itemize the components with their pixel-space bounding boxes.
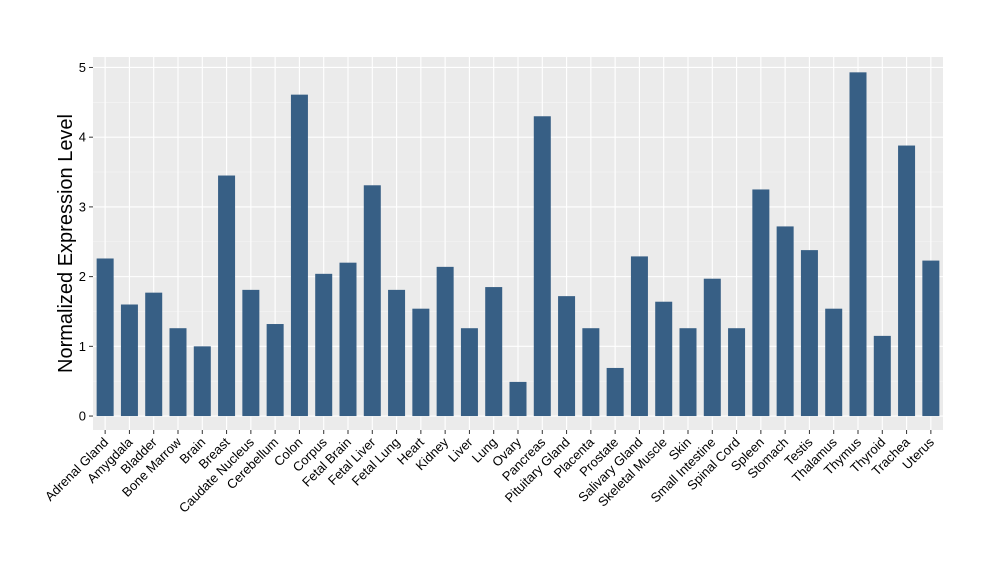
bar-prostate <box>606 367 624 417</box>
bar-caudate-nucleus <box>242 289 260 417</box>
y-tick-label: 2 <box>79 269 86 284</box>
bar-colon <box>290 94 308 417</box>
bar-kidney <box>436 266 454 417</box>
y-tick-label: 1 <box>79 339 86 354</box>
bar-trachea <box>898 145 916 417</box>
bar-skeletal-muscle <box>655 301 673 417</box>
bar-heart <box>412 308 430 417</box>
bar-testis <box>800 250 818 417</box>
bar-thyroid <box>873 335 891 417</box>
y-tick-label: 5 <box>79 60 86 75</box>
bar-corpus <box>315 273 333 417</box>
bar-pituitary-gland <box>558 296 576 417</box>
bar-breast <box>218 175 236 417</box>
bar-fetal-brain <box>339 262 357 417</box>
bar-stomach <box>776 226 794 417</box>
bar-fetal-lung <box>388 289 406 417</box>
bar-bone-marrow <box>169 328 187 417</box>
bar-pancreas <box>533 116 551 417</box>
bar-thymus <box>849 72 867 417</box>
y-axis-title: Normalized Expression Level <box>55 114 77 373</box>
y-tick-label: 4 <box>79 130 86 145</box>
x-tick-label: Liver <box>445 434 476 465</box>
bar-amygdala <box>120 304 138 417</box>
bar-bladder <box>145 292 163 417</box>
bar-thalamus <box>825 308 843 417</box>
bar-liver <box>460 328 478 417</box>
bar-salivary-gland <box>630 256 648 417</box>
bar-fetal-liver <box>363 185 381 417</box>
bar-lung <box>485 287 503 417</box>
bar-spinal-cord <box>728 328 746 417</box>
bar-placenta <box>582 328 600 417</box>
bar-uterus <box>922 260 940 417</box>
y-tick-label: 3 <box>79 199 86 214</box>
y-tick-label: 0 <box>79 409 86 424</box>
bar-skin <box>679 328 697 417</box>
bar-cerebellum <box>266 324 284 417</box>
bar-small-intestine <box>703 278 721 417</box>
bar-adrenal-gland <box>96 258 114 417</box>
bar-ovary <box>509 381 527 417</box>
bar-spleen <box>752 189 770 417</box>
bar-brain <box>193 346 211 417</box>
